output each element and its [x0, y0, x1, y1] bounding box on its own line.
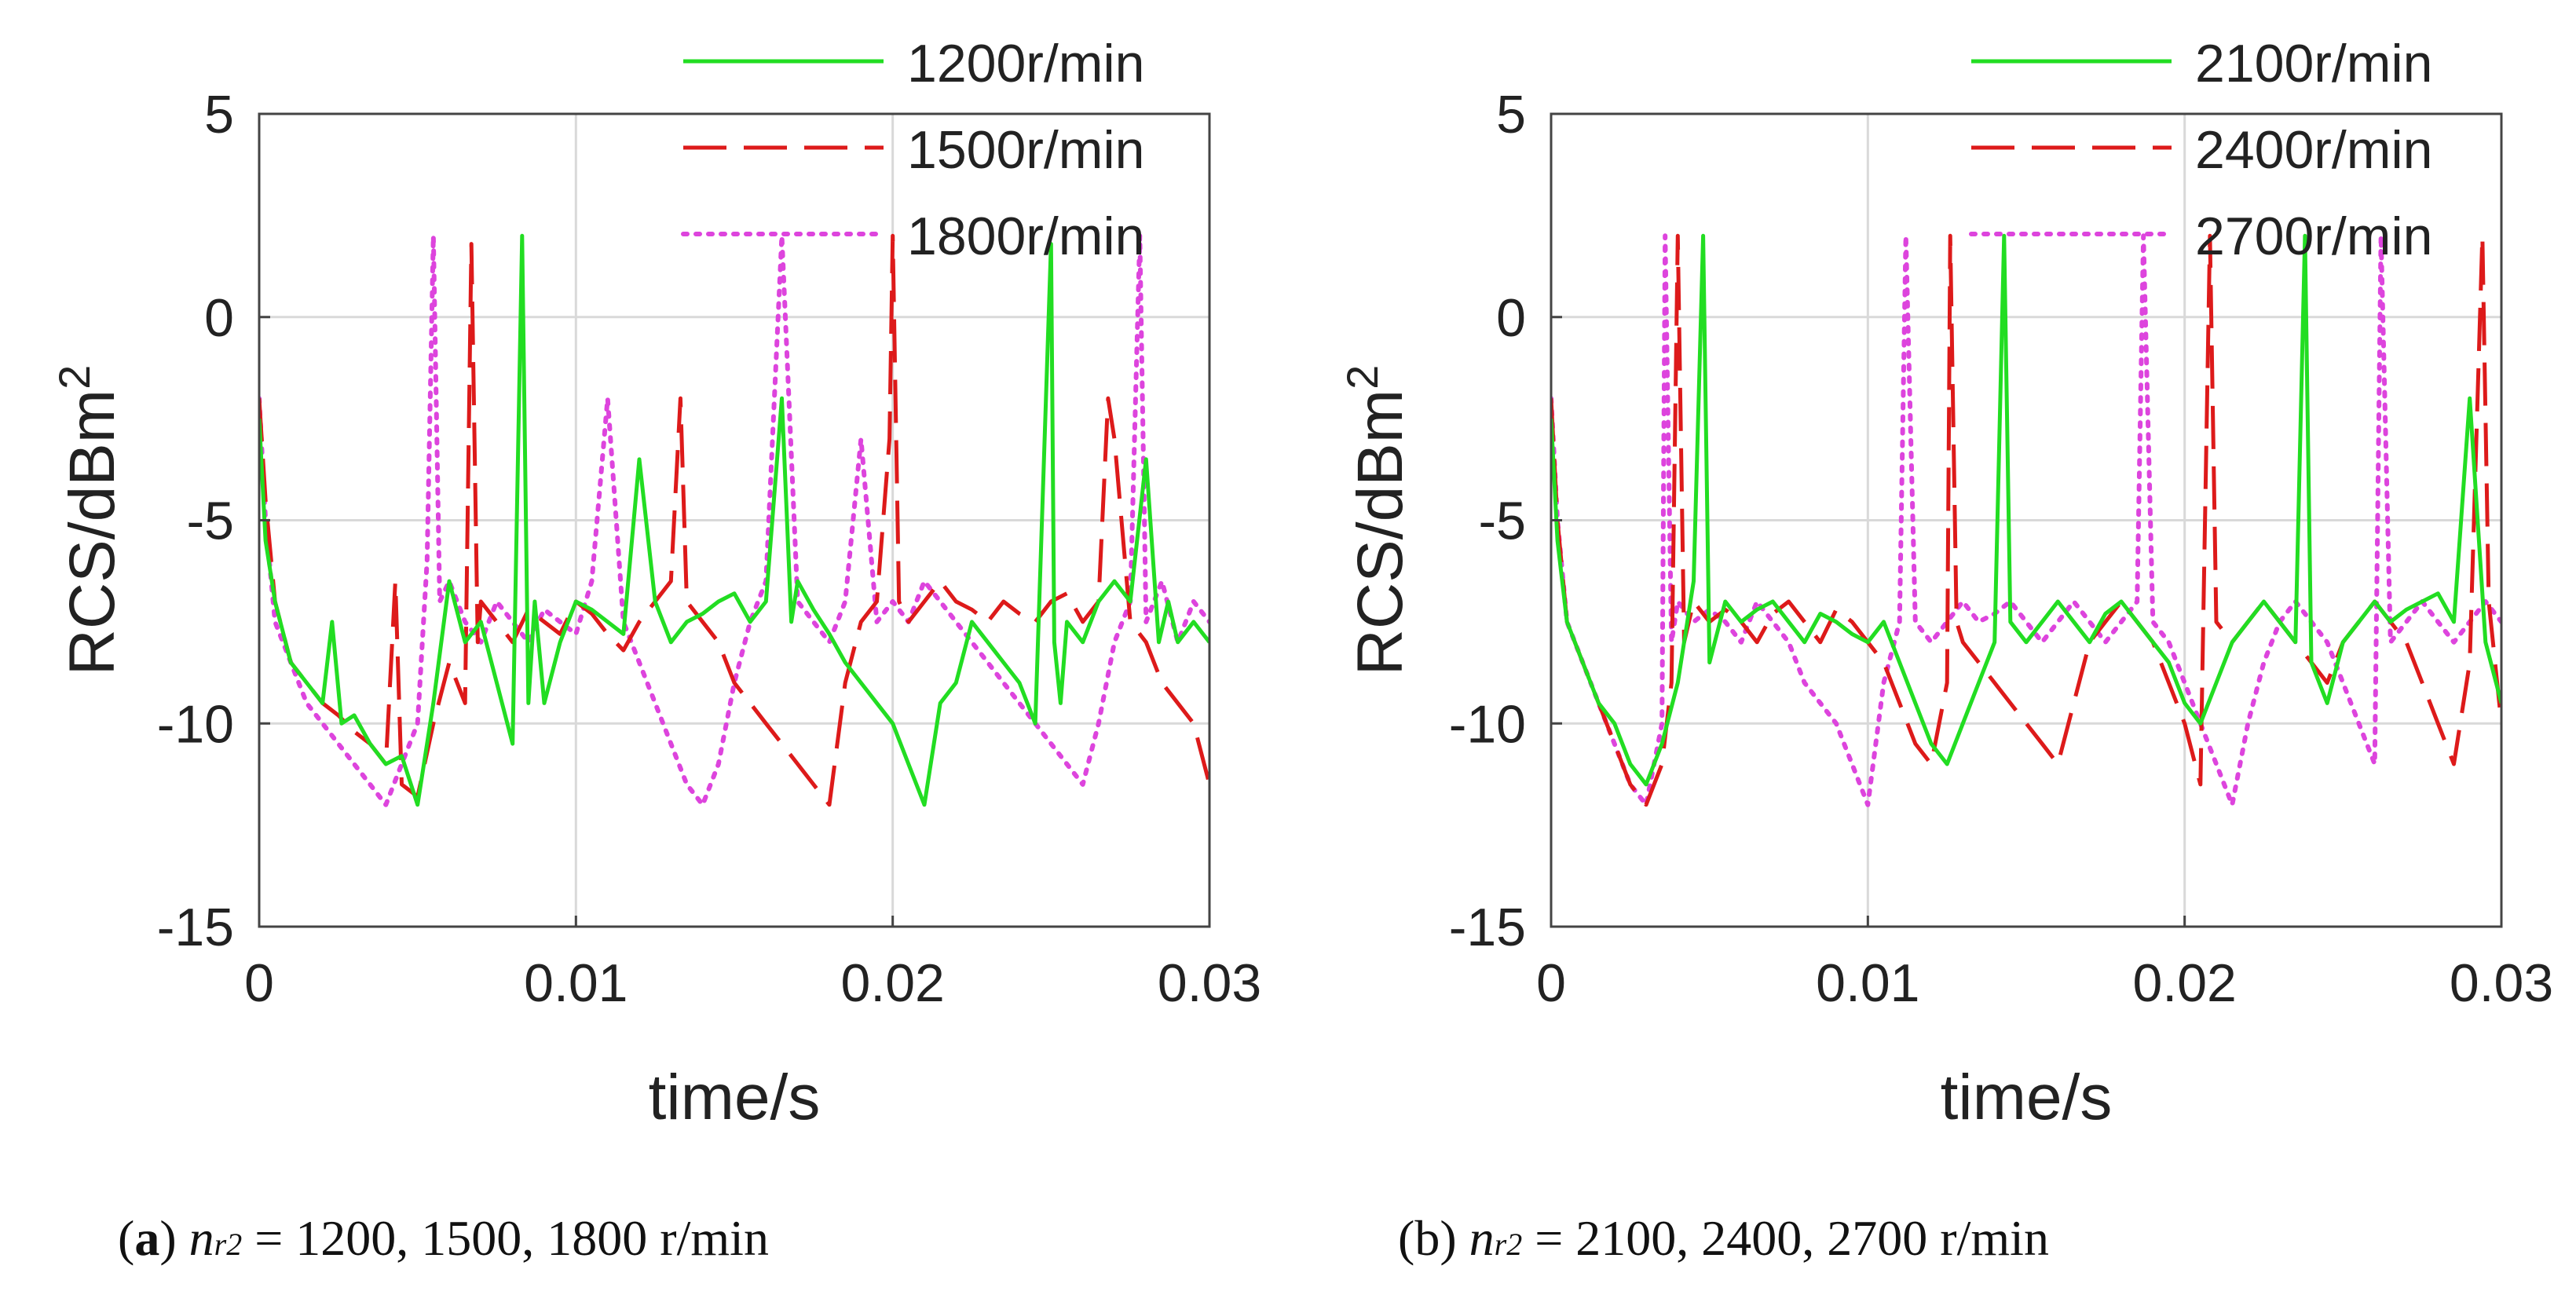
x-tick-label: 0.03 [2450, 953, 2553, 1013]
y-tick-label: 0 [204, 288, 234, 348]
x-tick-label: 0.02 [840, 953, 944, 1013]
chart-panel-a: 0 0.01 0.02 0.03 5 0 -5 -10 -15 time/s RCS/dBm2 120… [49, 34, 1262, 1133]
caption-a-label: a [134, 1210, 160, 1266]
series-line-1200r/min [259, 233, 1209, 807]
legend-label: 1200r/min [907, 34, 1144, 93]
caption-b: (b) nr2 = 2100, 2400, 2700 r/min [1398, 1210, 2049, 1266]
y-tick-label: -10 [1449, 694, 1526, 754]
caption-b-label: b [1414, 1210, 1440, 1266]
caption-a-sub: r2 [214, 1227, 243, 1262]
caption-a: (a) nr2 = 1200, 1500, 1800 r/min [118, 1210, 769, 1266]
caption-b-var: n [1469, 1210, 1495, 1266]
caption-b-text: = 2100, 2400, 2700 r/min [1535, 1210, 2049, 1266]
legend-label: 2700r/min [2195, 207, 2432, 266]
y-tick-label: -15 [1449, 898, 1526, 957]
series-line-1800r/min [259, 233, 1209, 807]
y-tick-label: -5 [1479, 492, 1526, 551]
legend-label: 2100r/min [2195, 34, 2432, 93]
y-tick-label: 0 [1496, 288, 1526, 348]
caption-a-var: n [188, 1210, 214, 1266]
y-axis-label: RCS/dBm2 [1337, 365, 1417, 676]
x-tick-label: 0 [1536, 953, 1566, 1013]
x-axis-label: time/s [649, 1062, 821, 1133]
y-tick-label: -10 [157, 694, 234, 754]
x-tick-label: 0.02 [2132, 953, 2236, 1013]
y-tick-label: -5 [187, 492, 234, 551]
caption-a-text: = 1200, 1500, 1800 r/min [254, 1210, 769, 1266]
x-tick-label: 0.01 [524, 953, 628, 1013]
x-tick-label: 0.01 [1816, 953, 1919, 1013]
caption-b-sub: r2 [1494, 1227, 1523, 1262]
legend-label: 1500r/min [907, 120, 1144, 180]
series-line-2100r/min [1551, 233, 2501, 787]
y-tick-label: -15 [157, 898, 234, 957]
x-tick-label: 0.03 [1158, 953, 1261, 1013]
y-tick-label: 5 [204, 85, 234, 144]
y-axis-label: RCS/dBm2 [49, 365, 129, 676]
chart-panel-b: 0 0.01 0.02 0.03 5 0 -5 -10 -15 time/s RCS/dBm2 210… [1337, 34, 2554, 1133]
legend-label: 2400r/min [2195, 120, 2432, 180]
y-tick-label: 5 [1496, 85, 1526, 144]
x-tick-label: 0 [244, 953, 274, 1013]
series-line-1500r/min [259, 233, 1209, 807]
legend-label: 1800r/min [907, 207, 1144, 266]
x-axis-label: time/s [1941, 1062, 2113, 1133]
